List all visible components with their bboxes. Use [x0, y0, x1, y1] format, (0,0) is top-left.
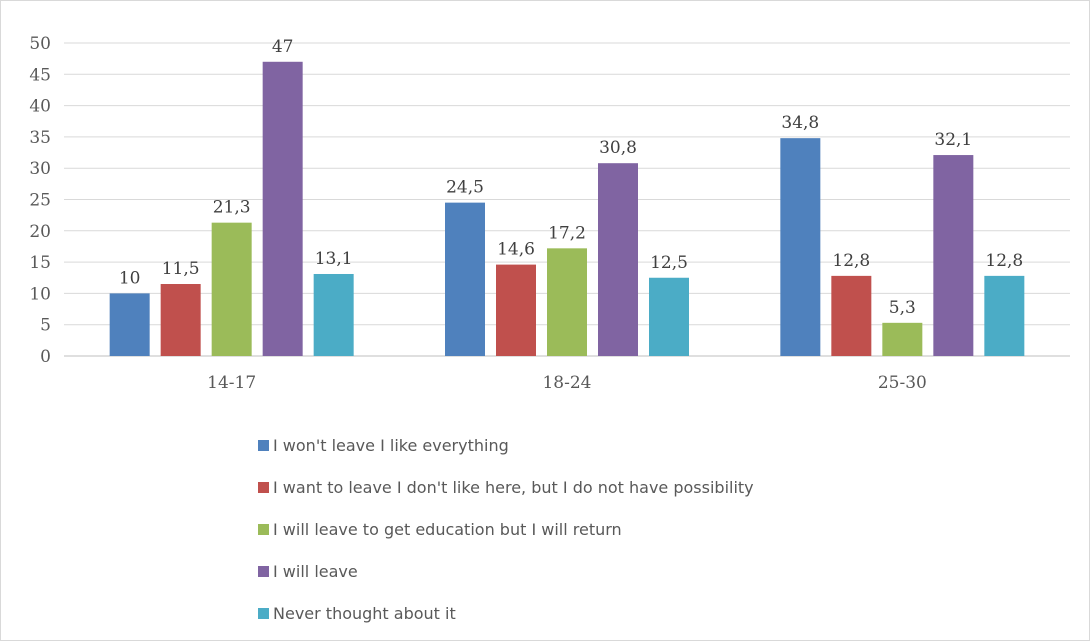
y-tick-label-0: 0: [40, 347, 51, 367]
legend-swatch-2: [258, 523, 269, 535]
legend-item-1: I want to leave I don't like here, but I…: [258, 466, 754, 508]
bar-25-30-series-2: [882, 322, 923, 356]
bar-14-17-series-1: [160, 284, 201, 356]
data-labels: 10 11,5 21,3 47 13,1 24,5 14,6 17,2 30,8 12,5 34,8…: [119, 37, 1023, 318]
y-axis-tick-labels: 0 5 10 15 20 25 30 35 40 45 50: [29, 34, 51, 367]
data-label-18-24-series-2: 17,2: [548, 223, 586, 243]
legend-label-1: I want to leave I don't like here, but I…: [273, 477, 754, 497]
legend-label-3: I will leave: [273, 561, 358, 581]
y-tick-label-10: 10: [29, 284, 51, 304]
data-label-14-17-series-4: 13,1: [315, 249, 353, 269]
legend-swatch-1: [258, 481, 269, 493]
bar-18-24-series-1: [496, 264, 536, 356]
data-label-18-24-series-0: 24,5: [446, 178, 484, 198]
data-label-14-17-series-2: 21,3: [213, 198, 251, 218]
bar-25-30-series-0: [780, 138, 821, 356]
legend-swatch-4: [258, 607, 269, 619]
y-tick-label-20: 20: [29, 222, 51, 242]
data-label-18-24-series-3: 30,8: [599, 138, 637, 158]
data-label-25-30-series-1: 12,8: [832, 251, 870, 271]
y-tick-label-30: 30: [29, 159, 51, 179]
legend-swatch-3: [258, 565, 269, 577]
legend-label-4: Never thought about it: [273, 603, 456, 623]
legend-item-3: I will leave: [258, 550, 754, 592]
legend-label-0: I won't leave I like everything: [273, 435, 509, 455]
y-tick-label-15: 15: [29, 253, 51, 273]
bar-25-30-series-4: [984, 275, 1025, 356]
legend-item-0: I won't leave I like everything: [258, 424, 754, 466]
data-label-14-17-series-3: 47: [272, 37, 294, 57]
y-tick-label-25: 25: [29, 191, 51, 211]
bar-18-24-series-4: [649, 277, 689, 356]
bar-18-24-series-0: [445, 202, 485, 356]
data-label-25-30-series-2: 5,3: [889, 298, 916, 318]
y-tick-label-45: 45: [29, 65, 51, 85]
data-label-18-24-series-4: 12,5: [650, 253, 688, 273]
y-tick-label-40: 40: [29, 97, 51, 117]
bar-25-30-series-3: [933, 155, 974, 356]
bar-18-24-series-2: [547, 248, 587, 356]
bar-14-17-series-3: [262, 61, 303, 356]
x-axis-category-labels: 14-17 18-24 25-30: [207, 373, 927, 393]
y-tick-label-35: 35: [29, 128, 51, 148]
x-category-label-18-24: 18-24: [542, 373, 591, 393]
bar-14-17-series-2: [211, 222, 252, 356]
data-label-14-17-series-1: 11,5: [162, 259, 200, 279]
data-label-25-30-series-4: 12,8: [985, 251, 1023, 271]
y-tick-label-50: 50: [29, 34, 51, 54]
legend-item-4: Never thought about it: [258, 592, 754, 634]
data-label-25-30-series-3: 32,1: [934, 130, 972, 150]
bar-25-30-series-1: [831, 275, 872, 356]
x-category-label-25-30: 25-30: [878, 373, 927, 393]
y-tick-label-5: 5: [40, 316, 51, 336]
x-category-label-14-17: 14-17: [207, 373, 256, 393]
legend: I won't leave I like everything I want t…: [258, 424, 754, 634]
bar-14-17-series-0: [109, 293, 150, 356]
bar-18-24-series-3: [598, 163, 638, 356]
legend-swatch-0: [258, 439, 269, 451]
data-label-18-24-series-1: 14,6: [497, 240, 535, 260]
data-label-14-17-series-0: 10: [119, 268, 141, 288]
legend-label-2: I will leave to get education but I will…: [273, 519, 622, 539]
bars: [109, 61, 1025, 356]
data-label-25-30-series-0: 34,8: [781, 113, 819, 133]
legend-item-2: I will leave to get education but I will…: [258, 508, 754, 550]
bar-14-17-series-4: [313, 273, 354, 356]
